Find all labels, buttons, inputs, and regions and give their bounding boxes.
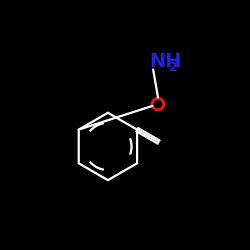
Text: 2: 2 — [168, 61, 177, 74]
Text: NH: NH — [149, 52, 182, 71]
